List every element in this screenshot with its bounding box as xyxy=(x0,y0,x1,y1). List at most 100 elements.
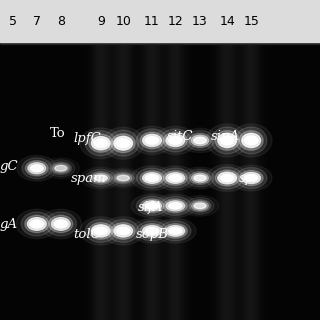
Ellipse shape xyxy=(239,131,263,150)
Ellipse shape xyxy=(236,127,267,154)
Ellipse shape xyxy=(230,165,272,191)
Ellipse shape xyxy=(136,196,168,215)
Ellipse shape xyxy=(131,219,173,243)
Ellipse shape xyxy=(244,136,258,145)
Ellipse shape xyxy=(116,139,130,148)
Ellipse shape xyxy=(45,212,76,236)
Ellipse shape xyxy=(242,172,260,184)
Ellipse shape xyxy=(140,171,164,185)
Ellipse shape xyxy=(169,203,182,209)
Ellipse shape xyxy=(186,169,214,187)
Text: tolC: tolC xyxy=(73,228,101,241)
Ellipse shape xyxy=(28,218,46,230)
Ellipse shape xyxy=(131,166,173,190)
Text: To: To xyxy=(50,127,65,140)
Ellipse shape xyxy=(155,219,196,243)
Ellipse shape xyxy=(102,127,144,159)
Ellipse shape xyxy=(104,168,142,188)
Ellipse shape xyxy=(116,227,130,235)
Ellipse shape xyxy=(242,133,260,148)
Ellipse shape xyxy=(166,173,185,183)
Ellipse shape xyxy=(194,137,206,144)
Ellipse shape xyxy=(215,131,239,150)
Ellipse shape xyxy=(236,167,267,188)
Bar xyxy=(0,42,320,320)
Ellipse shape xyxy=(143,226,161,236)
Ellipse shape xyxy=(206,164,248,191)
Ellipse shape xyxy=(160,221,191,241)
Ellipse shape xyxy=(40,209,82,239)
Ellipse shape xyxy=(212,127,243,154)
Text: 5: 5 xyxy=(9,15,17,28)
Ellipse shape xyxy=(194,175,206,181)
Ellipse shape xyxy=(85,131,116,156)
Ellipse shape xyxy=(189,200,211,212)
Text: 10: 10 xyxy=(115,15,131,28)
Ellipse shape xyxy=(92,225,110,237)
Ellipse shape xyxy=(136,129,168,152)
Ellipse shape xyxy=(30,220,44,228)
Ellipse shape xyxy=(220,174,234,182)
Ellipse shape xyxy=(30,165,43,172)
Ellipse shape xyxy=(160,129,191,152)
Text: sitC: sitC xyxy=(166,130,193,143)
Ellipse shape xyxy=(145,228,159,234)
Ellipse shape xyxy=(194,203,206,209)
Ellipse shape xyxy=(181,196,219,216)
Ellipse shape xyxy=(94,227,108,235)
Ellipse shape xyxy=(218,133,236,148)
Ellipse shape xyxy=(169,175,182,181)
Ellipse shape xyxy=(92,173,110,183)
Bar xyxy=(0,42,320,44)
Ellipse shape xyxy=(89,134,113,152)
Text: gC: gC xyxy=(0,160,19,173)
Ellipse shape xyxy=(239,171,263,186)
Ellipse shape xyxy=(136,221,168,241)
Ellipse shape xyxy=(108,220,139,243)
Ellipse shape xyxy=(164,171,187,185)
Ellipse shape xyxy=(143,173,161,183)
Ellipse shape xyxy=(25,215,49,233)
Ellipse shape xyxy=(52,218,70,230)
Ellipse shape xyxy=(54,220,68,228)
Ellipse shape xyxy=(131,126,173,155)
Ellipse shape xyxy=(166,134,185,147)
Ellipse shape xyxy=(166,226,185,236)
Ellipse shape xyxy=(192,201,208,210)
Text: 13: 13 xyxy=(192,15,208,28)
Ellipse shape xyxy=(186,197,214,214)
Ellipse shape xyxy=(166,201,185,211)
Ellipse shape xyxy=(186,131,214,150)
Ellipse shape xyxy=(244,174,258,181)
Ellipse shape xyxy=(160,196,191,215)
Ellipse shape xyxy=(206,124,248,157)
Ellipse shape xyxy=(114,225,132,237)
Text: 11: 11 xyxy=(144,15,160,28)
Ellipse shape xyxy=(140,132,164,149)
Ellipse shape xyxy=(81,167,121,189)
Ellipse shape xyxy=(50,162,71,174)
Ellipse shape xyxy=(230,124,272,157)
Ellipse shape xyxy=(42,158,79,179)
Ellipse shape xyxy=(86,169,116,187)
Ellipse shape xyxy=(143,201,161,211)
Ellipse shape xyxy=(220,136,234,145)
Ellipse shape xyxy=(169,137,182,144)
Ellipse shape xyxy=(145,175,159,181)
Ellipse shape xyxy=(108,130,139,156)
Text: 9: 9 xyxy=(97,15,105,28)
Ellipse shape xyxy=(49,215,73,233)
Ellipse shape xyxy=(191,135,209,146)
Ellipse shape xyxy=(215,170,239,186)
Text: gA: gA xyxy=(0,218,18,231)
Ellipse shape xyxy=(80,128,122,158)
Ellipse shape xyxy=(164,224,187,238)
Ellipse shape xyxy=(55,165,67,171)
Ellipse shape xyxy=(111,134,135,153)
Ellipse shape xyxy=(164,199,187,213)
Ellipse shape xyxy=(17,156,57,181)
Ellipse shape xyxy=(109,170,138,186)
Ellipse shape xyxy=(181,128,219,153)
Ellipse shape xyxy=(181,167,219,189)
Ellipse shape xyxy=(94,139,108,148)
